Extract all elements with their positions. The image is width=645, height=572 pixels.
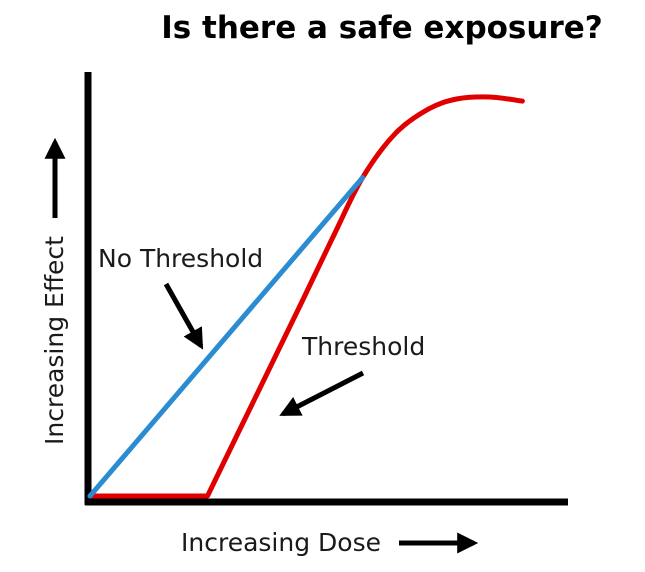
series-line-no-threshold bbox=[87, 175, 366, 499]
annotation-no-threshold-arrow-icon bbox=[163, 282, 204, 350]
series-layer bbox=[87, 94, 525, 499]
annotation-threshold-arrow-icon bbox=[279, 370, 365, 417]
series-line-threshold bbox=[87, 94, 525, 499]
annotation-threshold: Threshold bbox=[301, 332, 425, 361]
x-axis-label: Increasing Dose bbox=[181, 528, 381, 557]
annotation-no-threshold: No Threshold bbox=[98, 244, 263, 273]
y-axis-label: Increasing Effect bbox=[40, 236, 69, 445]
chart-title: Is there a safe exposure? bbox=[161, 10, 603, 46]
